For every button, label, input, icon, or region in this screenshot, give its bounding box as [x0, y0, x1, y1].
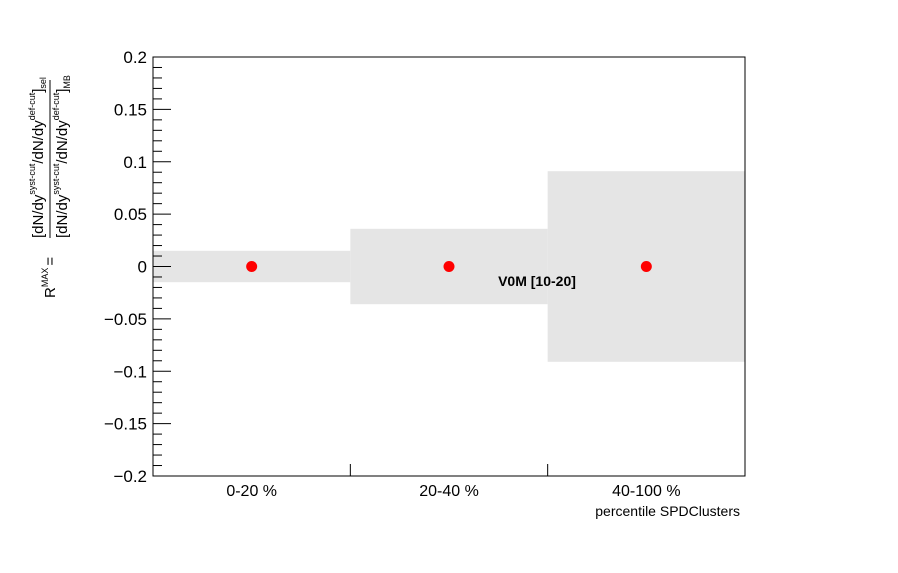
y-axis-ticks: −0.2 −0.15 −0.1 −0.05 0 0.05 0.1 0.15 0.2: [104, 48, 171, 486]
annotation-label: V0M [10-20]: [498, 273, 576, 289]
y-label-denominator: [dN/dy: [54, 194, 71, 238]
x-tick-label: 20-40 %: [419, 483, 479, 500]
x-axis-label: percentile SPDClusters: [595, 503, 740, 519]
y-tick-label: −0.1: [113, 362, 147, 381]
y-label-denominator-sub: MB: [62, 75, 72, 89]
y-tick-label: −0.2: [113, 467, 147, 486]
y-label-equals: =: [42, 257, 59, 266]
y-tick-label: 0.15: [114, 100, 147, 119]
svg-text:RMAX=: RMAX =: [40, 257, 59, 298]
x-tick-label: 0-20 %: [226, 483, 277, 500]
y-tick-label: −0.15: [104, 415, 147, 434]
data-point: [443, 261, 455, 272]
y-label-denominator-mid: /dN/dy: [54, 120, 71, 164]
y-label-numerator-mid: /dN/dy: [30, 120, 47, 164]
y-label-numerator-sup1: syst-cut: [27, 163, 37, 195]
y-label-prefix-sup: MAX: [40, 268, 50, 288]
y-label-prefix: R: [42, 287, 59, 298]
svg-text:[dN/dysyst-cut/dN/dydef-cut]se: [dN/dysyst-cut/dN/dydef-cut]sel: [27, 77, 48, 238]
y-tick-label: 0.1: [123, 153, 147, 172]
y-label-denominator-sup1: syst-cut: [51, 163, 61, 195]
y-label-denominator-sup2: def-cut: [51, 92, 61, 120]
data-point: [640, 261, 652, 272]
y-label-numerator-close: ]: [30, 89, 47, 93]
y-tick-label: 0.05: [114, 205, 147, 224]
svg-text:[dN/dysyst-cut/dN/dydef-cut]MB: [dN/dysyst-cut/dN/dydef-cut]MB: [51, 75, 72, 238]
y-label-denominator-close: ]: [54, 89, 71, 93]
y-tick-label: 0: [138, 258, 147, 277]
data-points: [246, 261, 652, 272]
y-axis-label: RMAX= [dN/dysyst-cut/dN/dydef-cut]sel [d…: [27, 75, 72, 298]
y-tick-label: −0.05: [104, 310, 147, 329]
y-label-numerator-sub: sel: [38, 77, 48, 89]
y-tick-label: 0.2: [123, 48, 147, 67]
y-label-numerator-sup2: def-cut: [27, 92, 37, 120]
data-point: [246, 261, 258, 272]
x-axis-ticks: 0-20 % 20-40 % 40-100 %: [226, 464, 681, 500]
y-label-numerator: [dN/dy: [30, 194, 47, 238]
x-tick-label: 40-100 %: [612, 483, 681, 500]
